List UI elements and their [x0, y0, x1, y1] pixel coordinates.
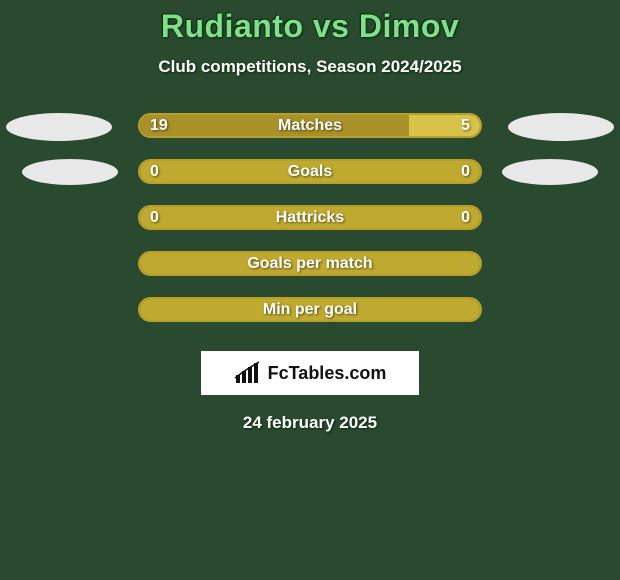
stat-bar — [138, 297, 482, 322]
stat-bar — [138, 113, 482, 138]
date-label: 24 february 2025 — [0, 413, 620, 433]
player-right-indicator — [508, 113, 614, 141]
stat-bar-neutral-segment — [140, 299, 480, 320]
stat-bar — [138, 251, 482, 276]
stat-bar-neutral-segment — [140, 161, 480, 182]
page-title: Rudianto vs Dimov — [0, 8, 620, 45]
player-left-indicator — [22, 159, 118, 185]
stat-row: Goals00 — [0, 159, 620, 205]
stat-row: Matches195 — [0, 113, 620, 159]
stat-bar-neutral-segment — [140, 207, 480, 228]
stat-row: Goals per match — [0, 251, 620, 297]
player-right-indicator — [502, 159, 598, 185]
stat-rows: Matches195Goals00Hattricks00Goals per ma… — [0, 113, 620, 343]
subtitle: Club competitions, Season 2024/2025 — [0, 57, 620, 77]
bar-chart-icon — [234, 361, 262, 385]
comparison-infographic: Rudianto vs Dimov Club competitions, Sea… — [0, 0, 620, 580]
stat-row: Hattricks00 — [0, 205, 620, 251]
stat-bar-right-segment — [409, 115, 480, 136]
player-left-indicator — [6, 113, 112, 141]
stat-bar — [138, 159, 482, 184]
stat-bar-neutral-segment — [140, 253, 480, 274]
stat-bar-left-segment — [140, 115, 409, 136]
source-logo: FcTables.com — [201, 351, 419, 395]
logo-text: FcTables.com — [268, 363, 387, 384]
stat-row: Min per goal — [0, 297, 620, 343]
stat-bar — [138, 205, 482, 230]
